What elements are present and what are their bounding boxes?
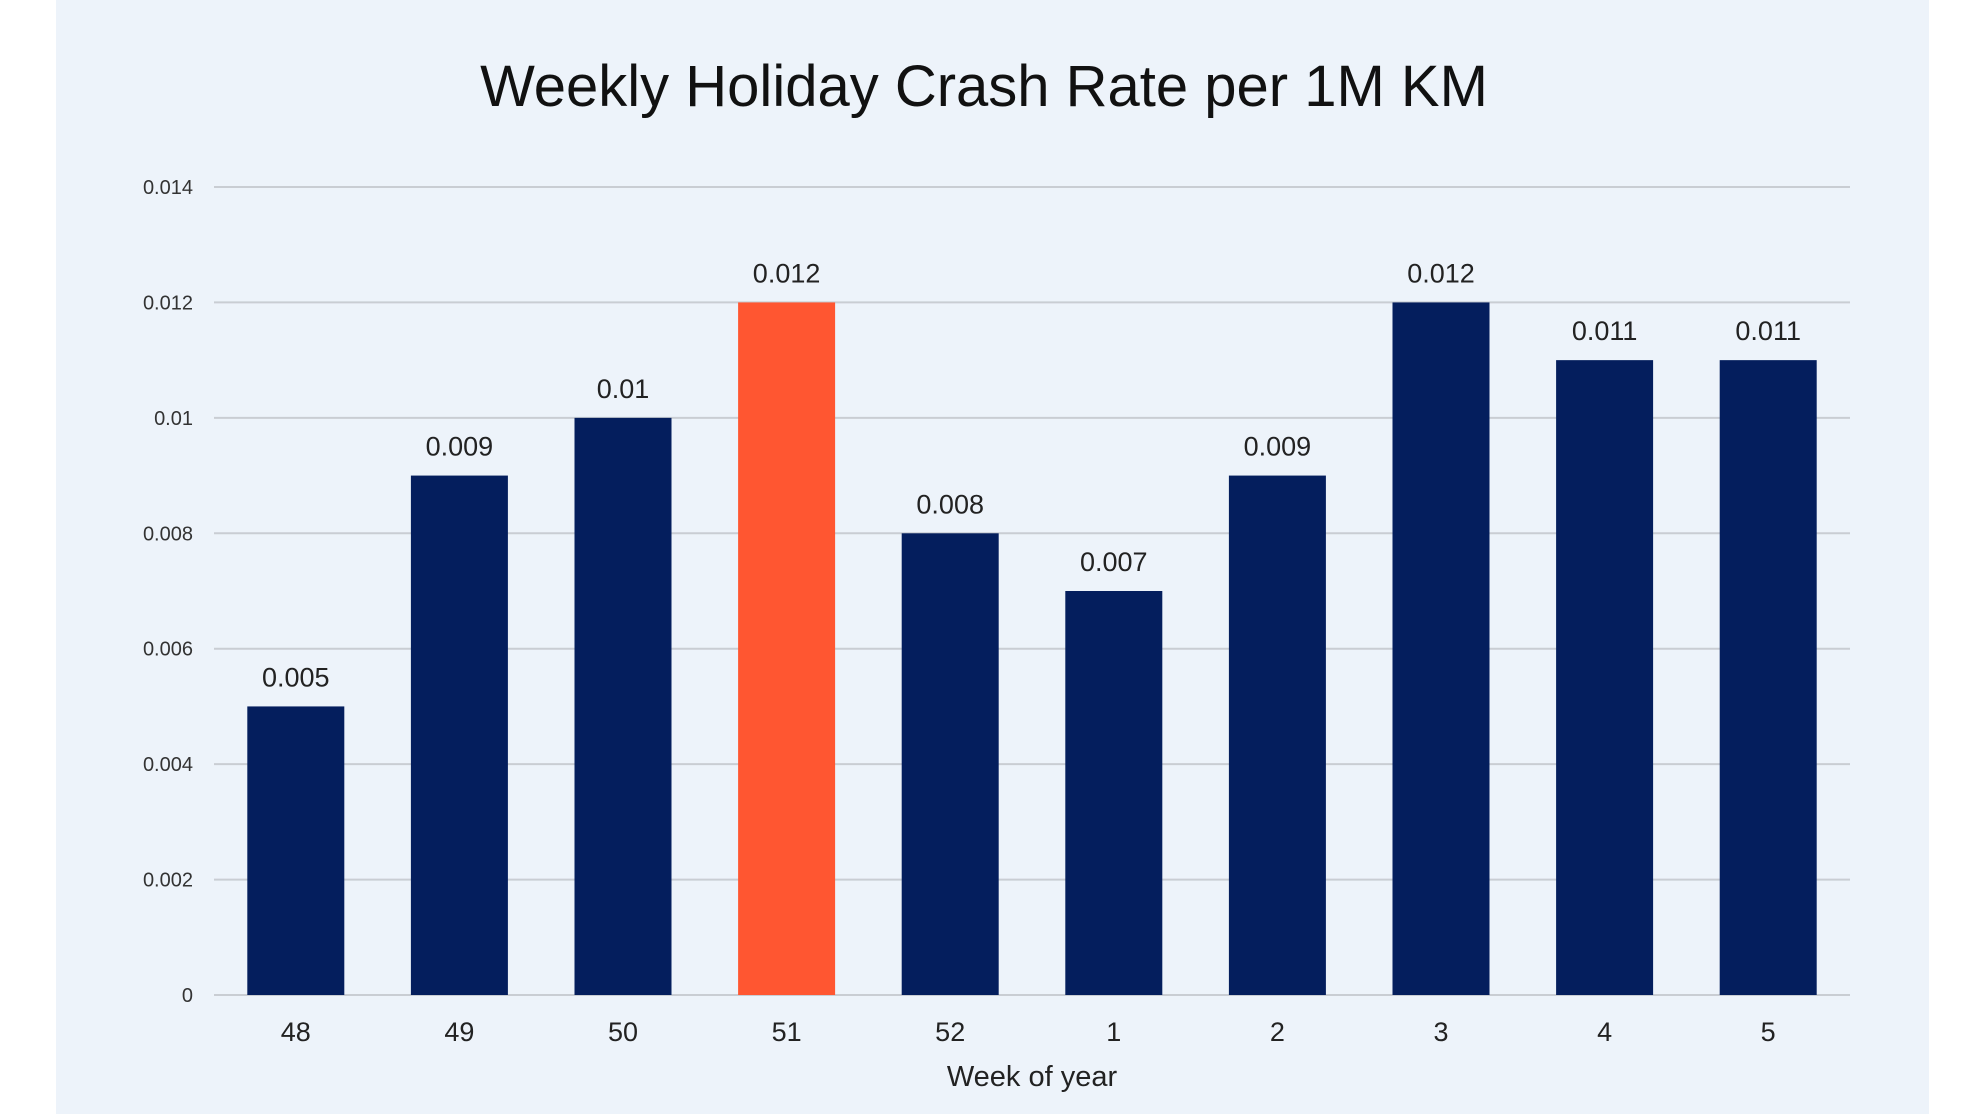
y-tick-label: 0.004 — [143, 754, 193, 776]
data-label: 0.011 — [1572, 316, 1638, 346]
data-label: 0.011 — [1735, 316, 1801, 346]
x-tick-label: 49 — [444, 1017, 474, 1047]
y-tick-label: 0.01 — [154, 408, 193, 430]
y-tick-label: 0.014 — [143, 177, 193, 199]
data-label: 0.009 — [426, 432, 494, 462]
bar — [1392, 302, 1490, 995]
bar — [1556, 360, 1654, 996]
bar — [574, 417, 672, 995]
x-tick-label: 2 — [1270, 1017, 1285, 1047]
y-tick-label: 0.006 — [143, 639, 193, 661]
data-label: 0.005 — [262, 662, 330, 692]
x-tick-label: 1 — [1106, 1017, 1121, 1047]
bar — [247, 706, 345, 995]
x-tick-label: 52 — [935, 1017, 965, 1047]
y-tick-label: 0 — [182, 985, 193, 1007]
bar — [901, 533, 999, 995]
x-tick-label: 48 — [281, 1017, 311, 1047]
data-label: 0.01 — [597, 374, 650, 404]
data-label: 0.009 — [1244, 432, 1312, 462]
y-tick-label: 0.012 — [143, 292, 193, 314]
x-tick-label: 50 — [608, 1017, 638, 1047]
x-tick-label: 4 — [1597, 1017, 1612, 1047]
bar — [410, 475, 508, 996]
y-tick-label: 0.008 — [143, 523, 193, 545]
data-label: 0.007 — [1080, 547, 1148, 577]
bar — [1719, 360, 1817, 996]
data-labels: 0.005 0.009 0.01 0.012 0.008 0.007 0.009 0.012 0… — [262, 258, 1801, 692]
y-tick-label: 0.002 — [143, 870, 193, 892]
y-axis: 0 0.002 0.004 0.006 0.008 0.01 0.012 0.014 — [143, 177, 193, 1007]
x-tick-label: 3 — [1433, 1017, 1448, 1047]
bar — [1065, 591, 1163, 995]
data-label: 0.012 — [1407, 258, 1475, 288]
x-axis: 48 49 50 51 52 1 2 3 4 5 — [281, 1017, 1776, 1047]
data-label: 0.008 — [916, 489, 984, 519]
x-tick-label: 5 — [1761, 1017, 1776, 1047]
bar-highlight — [738, 302, 836, 995]
chart-title: Weekly Holiday Crash Rate per 1M KM — [480, 54, 1488, 119]
x-axis-title: Week of year — [947, 1061, 1118, 1093]
bars — [247, 302, 1817, 996]
bar — [1228, 475, 1326, 996]
data-label: 0.012 — [753, 258, 821, 288]
x-tick-label: 51 — [772, 1017, 802, 1047]
